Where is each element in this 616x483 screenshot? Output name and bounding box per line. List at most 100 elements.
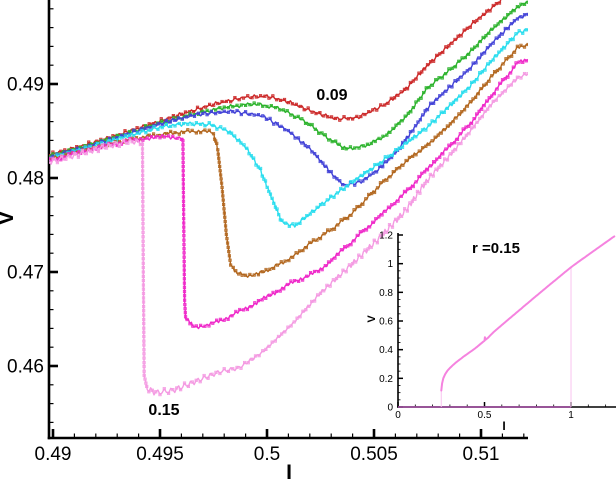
square-marker	[312, 269, 317, 274]
square-marker	[503, 26, 507, 31]
square-marker	[422, 90, 426, 95]
square-marker	[353, 183, 357, 187]
square-marker	[249, 154, 253, 158]
square-marker	[252, 156, 256, 160]
square-marker	[342, 115, 346, 119]
square-marker	[368, 225, 372, 229]
square-marker	[142, 348, 146, 352]
square-marker	[405, 87, 410, 91]
square-marker	[142, 373, 146, 377]
square-marker	[511, 65, 515, 69]
square-marker	[359, 173, 363, 178]
square-marker	[315, 205, 319, 209]
square-marker	[448, 102, 453, 106]
square-marker	[497, 94, 501, 98]
square-marker	[483, 109, 487, 113]
x-axis-title: I	[502, 419, 505, 433]
series-line	[49, 13, 528, 187]
square-marker	[260, 270, 264, 274]
square-marker	[182, 285, 187, 289]
square-marker	[423, 170, 427, 174]
square-marker	[424, 144, 428, 148]
square-marker	[261, 114, 265, 118]
square-marker	[225, 241, 230, 245]
curve-annotation: 0.15	[148, 402, 179, 419]
square-marker	[425, 108, 430, 112]
square-marker	[355, 205, 359, 209]
square-marker	[393, 217, 398, 221]
square-marker	[226, 110, 231, 114]
square-marker	[482, 51, 487, 55]
square-marker	[307, 122, 311, 127]
square-marker	[218, 169, 222, 173]
square-marker	[229, 100, 233, 104]
square-marker	[494, 1, 498, 6]
series-line	[49, 0, 502, 157]
square-marker	[264, 117, 268, 121]
square-marker	[169, 129, 173, 134]
y-tick-label: 0.46	[7, 356, 44, 377]
square-marker	[268, 192, 273, 196]
square-marker	[499, 20, 503, 24]
square-marker	[134, 138, 138, 142]
square-marker	[405, 187, 410, 191]
square-marker	[219, 125, 223, 129]
square-marker	[222, 318, 226, 322]
square-marker	[162, 387, 166, 391]
square-marker	[417, 71, 421, 75]
square-marker	[335, 191, 339, 195]
square-marker	[289, 113, 293, 117]
square-marker	[141, 138, 145, 142]
square-marker	[195, 105, 200, 109]
square-marker	[323, 133, 327, 137]
series-line	[49, 72, 528, 396]
square-marker	[230, 314, 234, 318]
square-marker	[95, 141, 99, 146]
square-marker	[291, 222, 295, 226]
square-marker	[442, 110, 446, 114]
square-marker	[181, 160, 185, 164]
square-marker	[312, 209, 316, 213]
square-marker	[363, 112, 367, 117]
square-marker	[416, 98, 421, 102]
square-marker	[406, 135, 410, 140]
square-marker	[522, 45, 527, 49]
square-marker	[310, 122, 314, 127]
square-marker	[290, 131, 294, 135]
square-marker	[380, 213, 384, 217]
square-marker	[308, 240, 312, 245]
square-marker	[141, 252, 145, 257]
square-marker	[431, 174, 435, 178]
x-ticks: 0 0.5 1	[395, 402, 607, 421]
square-marker	[182, 259, 186, 264]
square-marker	[194, 324, 198, 328]
square-marker	[231, 105, 235, 109]
square-marker	[162, 135, 166, 139]
square-marker	[434, 78, 438, 82]
square-marker	[267, 96, 271, 100]
square-marker	[244, 110, 248, 114]
square-marker	[164, 131, 169, 136]
square-marker	[203, 124, 207, 128]
square-marker	[219, 181, 224, 185]
square-marker	[414, 180, 418, 184]
square-marker	[468, 67, 472, 71]
square-marker	[100, 143, 104, 147]
square-marker	[297, 279, 301, 283]
square-marker	[183, 307, 187, 311]
square-marker	[349, 243, 353, 247]
square-marker	[497, 50, 501, 54]
square-marker	[328, 284, 332, 288]
square-marker	[141, 239, 145, 243]
square-marker	[141, 191, 145, 195]
square-marker	[237, 272, 241, 276]
square-marker	[184, 115, 189, 119]
square-marker	[487, 96, 491, 100]
square-marker	[182, 294, 187, 298]
square-marker	[191, 110, 196, 114]
square-marker	[264, 296, 268, 300]
square-marker	[493, 24, 497, 28]
square-marker	[276, 334, 281, 339]
square-marker	[124, 134, 128, 138]
